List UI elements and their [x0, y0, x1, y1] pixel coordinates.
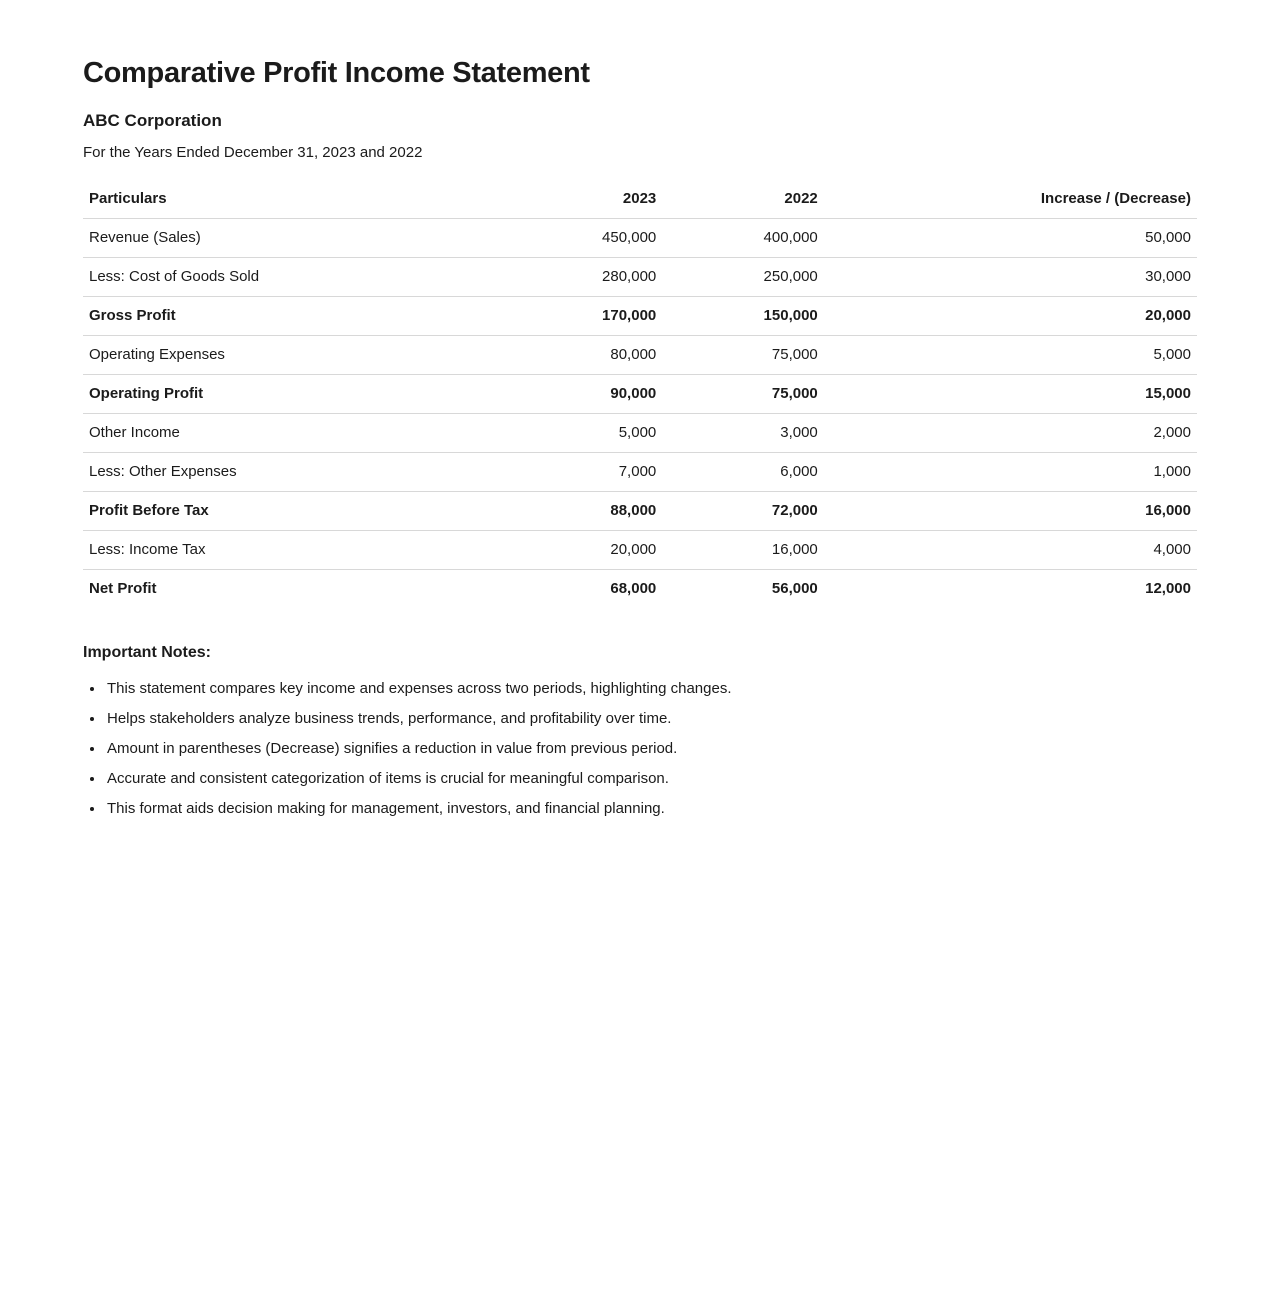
row-value-2023: 88,000: [500, 491, 663, 531]
table-row: Revenue (Sales) 450,000 400,000 50,000: [83, 218, 1197, 258]
row-value-2022: 16,000: [662, 530, 824, 570]
income-statement-table: Particulars 2023 2022 Increase / (Decrea…: [83, 179, 1197, 608]
table-row: Net Profit 68,000 56,000 12,000: [83, 569, 1197, 608]
row-value-change: 16,000: [823, 491, 1197, 531]
row-value-change: 4,000: [823, 530, 1197, 570]
note-item: Amount in parentheses (Decrease) signifi…: [105, 740, 1197, 758]
row-label: Profit Before Tax: [83, 491, 501, 531]
row-value-2023: 7,000: [500, 452, 663, 492]
table-row: Operating Profit 90,000 75,000 15,000: [83, 374, 1197, 414]
row-value-change: 20,000: [823, 296, 1197, 336]
column-header-particulars: Particulars: [83, 179, 501, 219]
table-row: Less: Cost of Goods Sold 280,000 250,000 30…: [83, 257, 1197, 297]
row-label: Other Income: [83, 413, 501, 453]
row-value-2022: 150,000: [662, 296, 824, 336]
document-page: Comparative Profit Income Statement ABC …: [0, 0, 1278, 870]
table-row: Other Income 5,000 3,000 2,000: [83, 413, 1197, 453]
row-value-2023: 80,000: [500, 335, 663, 375]
row-value-2023: 450,000: [500, 218, 663, 258]
notes-list: This statement compares key income and e…: [83, 680, 1197, 818]
row-label: Gross Profit: [83, 296, 501, 336]
table-row: Operating Expenses 80,000 75,000 5,000: [83, 335, 1197, 375]
row-value-2022: 56,000: [771, 579, 818, 597]
notes-heading: Important Notes:: [83, 643, 211, 661]
note-item: Accurate and consistent categorization o…: [105, 770, 1197, 788]
column-header-change: Increase / (Decrease): [823, 179, 1197, 219]
table-row: Less: Other Expenses 7,000 6,000 1,000: [83, 452, 1197, 492]
row-value-2022: 3,000: [662, 413, 824, 453]
row-value-change: 1,000: [823, 452, 1197, 492]
row-value-2022: 75,000: [662, 374, 824, 414]
table-row: Profit Before Tax 88,000 72,000 16,000: [83, 491, 1197, 531]
statement-table-body: Revenue (Sales) 450,000 400,000 50,000 Less:…: [83, 218, 1197, 608]
row-value-change: 50,000: [823, 218, 1197, 258]
row-label: Less: Income Tax: [83, 530, 501, 570]
row-value-2022: 250,000: [662, 257, 824, 297]
row-value-2023: 90,000: [500, 374, 663, 414]
row-value-2023: 280,000: [500, 257, 663, 297]
row-label: Less: Other Expenses: [83, 452, 501, 492]
note-item: This format aids decision making for man…: [105, 800, 1197, 818]
row-value-2022: 400,000: [662, 218, 824, 258]
note-item: Helps stakeholders analyze business tren…: [105, 710, 1197, 728]
row-value-change: 5,000: [823, 335, 1197, 375]
row-value-2023: 170,000: [500, 296, 663, 336]
row-value-change: 12,000: [1145, 579, 1191, 597]
row-label: Operating Profit: [83, 374, 501, 414]
row-label: Operating Expenses: [83, 335, 501, 375]
row-value-change: 2,000: [823, 413, 1197, 453]
row-value-2023: 20,000: [500, 530, 663, 570]
row-label: Revenue (Sales): [83, 218, 501, 258]
row-value-2023: 5,000: [500, 413, 663, 453]
row-value-2022: 6,000: [662, 452, 824, 492]
row-label: Less: Cost of Goods Sold: [83, 257, 501, 297]
row-value-2022: 72,000: [662, 491, 824, 531]
column-header-2022: 2022: [662, 179, 824, 219]
row-label: Net Profit: [89, 579, 157, 597]
row-value-2022: 75,000: [662, 335, 824, 375]
row-value-change: 30,000: [823, 257, 1197, 297]
page-title: Comparative Profit Income Statement: [83, 57, 590, 89]
statement-period: For the Years Ended December 31, 2023 an…: [83, 143, 423, 161]
row-value-2023: 68,000: [610, 579, 657, 597]
company-name: ABC Corporation: [83, 110, 222, 130]
table-row: Less: Income Tax 20,000 16,000 4,000: [83, 530, 1197, 570]
column-header-2023: 2023: [500, 179, 663, 219]
table-header-row: Particulars 2023 2022 Increase / (Decrea…: [83, 179, 1197, 219]
note-item: This statement compares key income and e…: [105, 680, 1197, 698]
table-row: Gross Profit 170,000 150,000 20,000: [83, 296, 1197, 336]
row-value-change: 15,000: [823, 374, 1197, 414]
